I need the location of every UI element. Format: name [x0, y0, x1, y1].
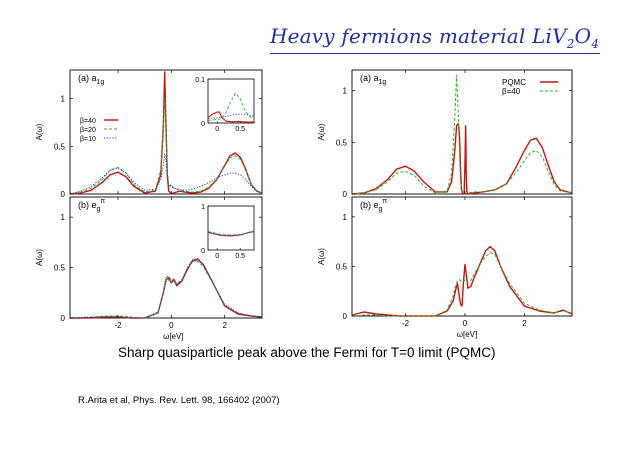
inset-xtick-label: 0 — [215, 253, 219, 260]
slide-caption: Sharp quasiparticle peak above the Fermi… — [118, 345, 496, 360]
panel-label-sub: 1g — [379, 79, 387, 86]
axis-xtick-label: -2 — [114, 321, 122, 330]
axis-xtick-label: 0 — [463, 319, 468, 328]
axis-ytick-label: 0.5 — [336, 138, 348, 147]
panel-left-bottom: 0 0.5 1 -2 0 2 ω[eV] A(ω) (b) egπ 0 1 0 0.5 — [35, 196, 263, 341]
plot-series-line — [351, 74, 573, 195]
panel-label-main: (a) a — [360, 73, 379, 83]
legend-label: β=40 — [502, 87, 521, 96]
axis-ytick-label: 0.5 — [54, 264, 66, 273]
panel-label-sub: g — [97, 206, 101, 213]
title-o: O — [574, 24, 592, 48]
inset-series-line — [207, 231, 255, 236]
axis-ytick-label: 0.5 — [336, 262, 348, 271]
inset-ytick-label: 0 — [201, 121, 205, 128]
panel-label: (a) a1g — [360, 73, 386, 86]
axis-ytick-label: 0 — [343, 190, 348, 199]
plot-series-line — [69, 261, 263, 319]
axis-ytick-label: 1 — [343, 213, 348, 222]
inset-series-line — [207, 113, 255, 120]
panel-label-sub: g — [379, 206, 383, 213]
panel-label: (b) egπ — [360, 198, 387, 213]
axis-ytick-label: 0 — [61, 190, 66, 199]
y-axis-label: A(ω) — [35, 249, 44, 266]
inset-ytick-label: 0 — [201, 248, 205, 255]
plot-series-line — [69, 153, 263, 195]
axis-xtick-label: 0 — [169, 321, 174, 330]
plot-series-line — [69, 258, 263, 319]
plot-series-line — [69, 71, 263, 195]
panel-label-main: (a) a — [78, 73, 97, 83]
axis-ytick-label: 0.5 — [54, 142, 66, 151]
axis-xtick-label: 2 — [222, 321, 227, 330]
inset-ytick-label: 0.1 — [195, 77, 205, 84]
title-main: Heavy fermions material LiV — [270, 24, 567, 48]
title-underline — [270, 53, 600, 54]
inset-series-line — [207, 92, 255, 121]
panel-label-sup: π — [382, 198, 387, 205]
slide-title: Heavy fermions material LiV2O4 — [270, 24, 610, 51]
inset-series-line — [207, 111, 254, 123]
inset-xtick-label: 0 — [215, 126, 219, 133]
panel-label-main: (b) e — [360, 200, 379, 210]
legend-label: β=40 — [80, 118, 96, 125]
legend-label: PQMC — [502, 78, 526, 87]
inset-plot: 0 1 0 0.5 — [201, 204, 255, 260]
axis-xtick-label: 2 — [522, 319, 527, 328]
axis-ytick-label: 1 — [343, 87, 348, 96]
inset-plot: 0 0.1 0 0.5 — [195, 77, 255, 133]
axis-ytick-label: 0 — [61, 314, 66, 323]
axis-xtick-label: -2 — [402, 319, 410, 328]
legend-label: β=10 — [80, 136, 96, 143]
inset-xtick-label: 0.5 — [235, 126, 245, 133]
x-axis-label: ω[eV] — [457, 330, 477, 339]
y-axis-label: A(ω) — [317, 248, 326, 265]
title-sub-2: 2 — [566, 37, 575, 51]
inset-xtick-label: 0.5 — [235, 253, 245, 260]
axis-ytick-label: 1 — [61, 95, 66, 104]
legend-label: β=20 — [80, 127, 96, 134]
plot-frame — [351, 69, 573, 195]
panel-label: (a) a1g — [78, 73, 104, 86]
panel-label-sub: 1g — [97, 79, 105, 86]
citation-reference: R.Arita et al, Phys. Rev. Lett. 98, 1664… — [78, 395, 280, 406]
panel-right-bottom: 0 0.5 1 -2 0 2 ω[eV] A(ω) (b) egπ — [317, 196, 573, 339]
panel-label: (b) egπ — [78, 198, 105, 213]
axis-ytick-label: 0 — [343, 312, 348, 321]
panel-label-main: (b) e — [78, 200, 97, 210]
plot-series-line — [351, 122, 573, 195]
inset-frame — [207, 78, 255, 124]
y-axis-label: A(ω) — [35, 123, 44, 140]
inset-ytick-label: 1 — [201, 204, 205, 211]
x-axis-label: ω[eV] — [163, 332, 183, 341]
y-axis-label: A(ω) — [317, 123, 326, 140]
panel-label-sup: π — [100, 198, 105, 205]
panel-left-top: 0 0.5 1 A(ω) (a) a1g β=40 β=20 β=10 0 0.1 0 0.5 — [35, 69, 263, 199]
inset-frame — [207, 205, 255, 251]
axis-ytick-label: 1 — [61, 213, 66, 222]
title-sub-4: 4 — [591, 37, 600, 51]
